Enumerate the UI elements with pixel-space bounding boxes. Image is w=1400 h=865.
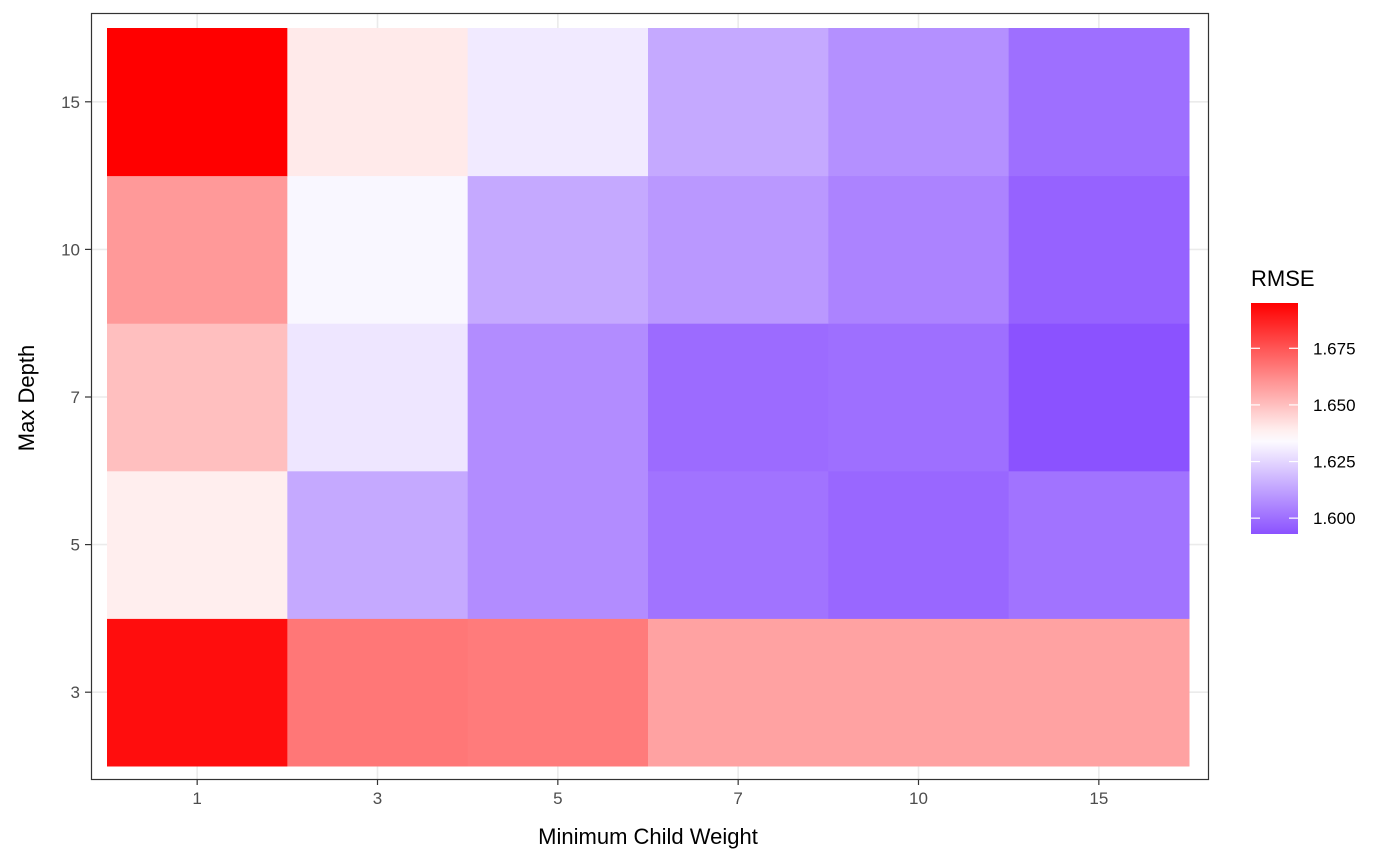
legend-title: RMSE bbox=[1251, 266, 1315, 291]
x-tick-label: 1 bbox=[192, 789, 201, 808]
heatmap-cell-10-7 bbox=[648, 175, 829, 324]
heatmap-cell-3-15 bbox=[1008, 618, 1190, 767]
heatmap-cell-15-10 bbox=[828, 28, 1010, 177]
heatmap-cell-5-3 bbox=[287, 470, 469, 619]
y-tick-label: 5 bbox=[71, 536, 80, 555]
heatmap-cell-15-5 bbox=[467, 28, 649, 177]
y-tick-label: 7 bbox=[71, 388, 80, 407]
heatmap-cell-3-10 bbox=[828, 618, 1010, 767]
y-axis-title: Max Depth bbox=[14, 345, 39, 451]
x-tick-label: 15 bbox=[1089, 789, 1108, 808]
heatmap-cell-7-15 bbox=[1008, 323, 1190, 472]
heatmap-cell-3-1 bbox=[107, 618, 288, 767]
x-axis: 1 3 5 7 10 15 bbox=[192, 779, 1108, 808]
y-tick-label: 3 bbox=[71, 683, 80, 702]
heatmap-cell-5-5 bbox=[467, 470, 649, 619]
heatmap-cell-15-7 bbox=[648, 28, 829, 177]
heatmap-cell-5-7 bbox=[648, 470, 829, 619]
heatmap-cell-10-3 bbox=[287, 175, 469, 324]
heatmap-tiles bbox=[107, 28, 1190, 767]
legend-tick-label: 1.675 bbox=[1313, 339, 1356, 358]
heatmap-cell-3-7 bbox=[648, 618, 829, 767]
heatmap-cell-10-10 bbox=[828, 175, 1010, 324]
legend-tick-label: 1.650 bbox=[1313, 396, 1356, 415]
heatmap-cell-5-15 bbox=[1008, 470, 1190, 619]
legend-colorbar bbox=[1251, 303, 1298, 534]
x-tick-label: 3 bbox=[373, 789, 382, 808]
heatmap-cell-5-1 bbox=[107, 470, 288, 619]
x-axis-title: Minimum Child Weight bbox=[538, 824, 758, 849]
plot-border bbox=[90, 12, 1210, 781]
x-tick-label: 10 bbox=[909, 789, 928, 808]
heatmap-cell-7-10 bbox=[828, 323, 1010, 472]
legend-tick-label: 1.625 bbox=[1313, 453, 1356, 472]
y-tick-label: 10 bbox=[61, 240, 80, 259]
y-axis: 3 5 7 10 15 bbox=[61, 93, 91, 702]
heatmap-cell-3-3 bbox=[287, 618, 469, 767]
heatmap-cell-15-15 bbox=[1008, 28, 1190, 177]
legend-tick-label: 1.600 bbox=[1313, 509, 1356, 528]
x-tick-label: 5 bbox=[553, 789, 562, 808]
legend: RMSE 1.600 1.625 1.650 1.675 bbox=[1251, 266, 1356, 534]
heatmap-cell-7-7 bbox=[648, 323, 829, 472]
y-tick-label: 15 bbox=[61, 93, 80, 112]
heatmap-cell-5-10 bbox=[828, 470, 1010, 619]
heatmap-cell-3-5 bbox=[467, 618, 649, 767]
heatmap-cell-10-15 bbox=[1008, 175, 1190, 324]
heatmap-cell-10-1 bbox=[107, 175, 288, 324]
heatmap-cell-7-1 bbox=[107, 323, 288, 472]
heatmap-cell-10-5 bbox=[467, 175, 649, 324]
heatmap-cell-15-1 bbox=[107, 28, 288, 177]
heatmap-cell-7-5 bbox=[467, 323, 649, 472]
x-tick-label: 7 bbox=[733, 789, 742, 808]
heatmap-cell-7-3 bbox=[287, 323, 469, 472]
heatmap-cell-15-3 bbox=[287, 28, 469, 177]
